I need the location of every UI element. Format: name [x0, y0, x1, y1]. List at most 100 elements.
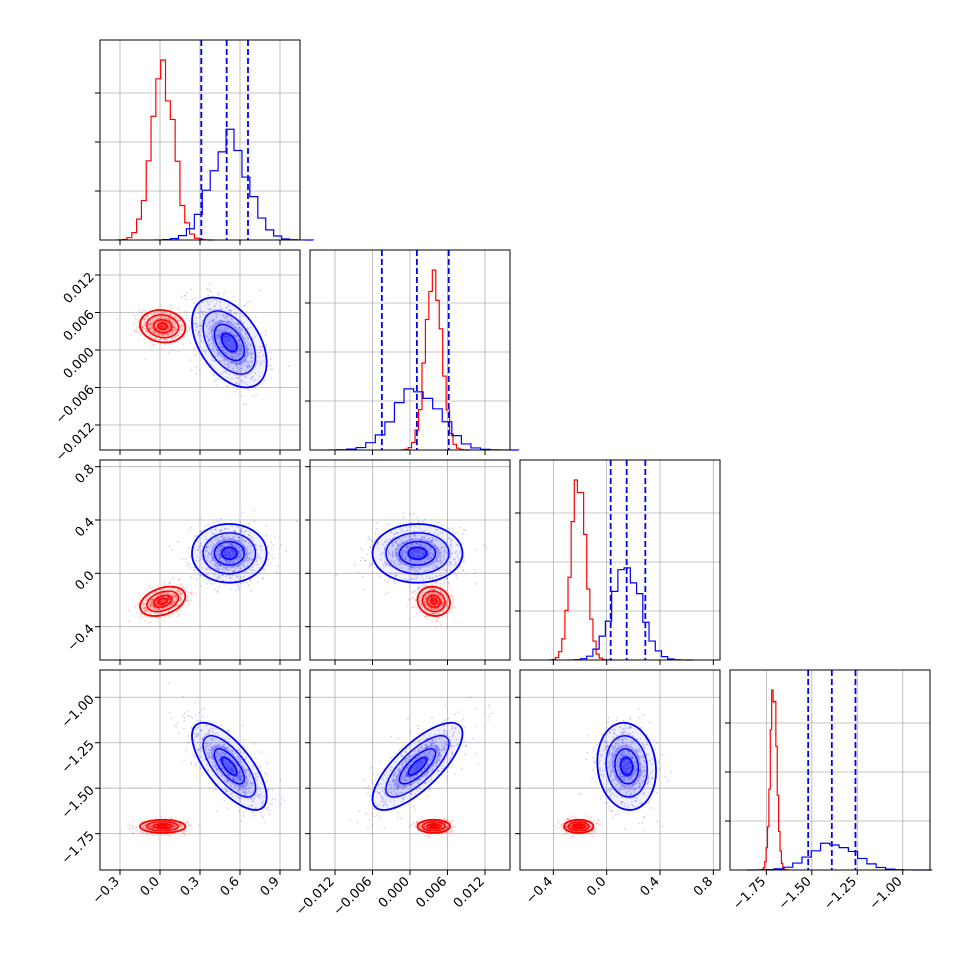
scatter-point	[237, 558, 240, 561]
scatter-point	[420, 603, 423, 606]
scatter-point	[231, 361, 233, 363]
scatter-point	[426, 604, 429, 607]
scatter-point	[211, 549, 214, 552]
scatter-point	[170, 594, 173, 597]
scatter-point	[219, 564, 222, 567]
scatter-point	[435, 593, 438, 596]
scatter-point	[138, 592, 141, 595]
scatter-point	[457, 531, 460, 534]
scatter-point	[180, 586, 183, 589]
scatter-point	[245, 559, 248, 561]
scatter-point	[245, 364, 248, 367]
scatter-point	[162, 596, 165, 598]
scatter-point	[184, 314, 187, 317]
scatter-point	[441, 603, 443, 606]
scatter-point	[168, 580, 171, 583]
scatter-point	[149, 605, 152, 608]
scatter-point	[185, 291, 188, 294]
scatter-point	[194, 593, 197, 596]
scatter-point	[159, 600, 162, 603]
scatter-point	[238, 536, 241, 539]
scatter-point	[155, 327, 158, 330]
scatter-point	[213, 339, 215, 342]
scatter-point	[231, 320, 234, 322]
scatter-point	[228, 373, 231, 376]
scatter-point	[219, 540, 222, 543]
scatter-point	[433, 588, 435, 591]
scatter-point	[198, 331, 200, 334]
scatter-point	[168, 587, 170, 590]
scatter-point	[173, 595, 176, 598]
scatter-point	[233, 530, 236, 533]
scatter-point	[235, 382, 238, 384]
scatter-point	[250, 352, 253, 355]
scatter-point	[454, 532, 457, 535]
scatter-point	[163, 326, 166, 329]
scatter-point	[141, 601, 144, 604]
scatter-point	[207, 552, 210, 555]
scatter-point	[288, 365, 291, 368]
scatter-point	[229, 560, 231, 563]
scatter-point	[423, 583, 426, 586]
scatter-point	[433, 601, 435, 603]
scatter-point	[149, 327, 151, 330]
scatter-point	[188, 599, 190, 602]
scatter-point	[245, 332, 247, 335]
scatter-point	[234, 344, 237, 347]
scatter-point	[178, 599, 181, 602]
scatter-point	[156, 604, 159, 607]
scatter-point	[180, 325, 182, 328]
scatter-point	[171, 577, 174, 580]
scatter-point	[137, 327, 140, 330]
scatter-point	[151, 330, 154, 333]
scatter-point	[232, 565, 235, 568]
scatter-point	[172, 599, 175, 602]
scatter-point	[204, 535, 207, 538]
scatter-point	[236, 335, 239, 337]
scatter-point	[238, 361, 241, 364]
scatter-point	[175, 599, 177, 602]
scatter-point	[229, 354, 232, 357]
scatter-point	[414, 603, 417, 606]
scatter-point	[241, 328, 244, 331]
scatter-point	[212, 329, 215, 332]
scatter-point	[161, 334, 164, 336]
scatter-point	[173, 606, 176, 608]
scatter-point	[230, 361, 233, 364]
scatter-point	[230, 312, 233, 315]
scatter-point	[169, 319, 172, 322]
scatter-point	[211, 347, 214, 350]
scatter-point	[182, 604, 185, 606]
scatter-point	[132, 314, 135, 316]
scatter-point	[232, 550, 234, 552]
scatter-point	[241, 549, 244, 552]
scatter-point	[220, 546, 222, 549]
scatter-point	[176, 334, 179, 337]
scatter-point	[208, 553, 210, 556]
scatter-point	[158, 607, 161, 610]
scatter-point	[246, 572, 249, 575]
density-level	[191, 297, 267, 388]
scatter-point	[238, 340, 241, 342]
scatter-point	[265, 330, 267, 333]
scatter-point	[239, 530, 242, 533]
scatter-point	[251, 559, 253, 562]
scatter-point	[225, 342, 228, 344]
scatter-point	[181, 606, 184, 608]
scatter-point	[215, 322, 218, 325]
scatter-point	[236, 363, 239, 366]
scatter-point	[210, 554, 213, 557]
scatter-point	[168, 319, 171, 322]
scatter-point	[224, 554, 227, 557]
scatter-point	[150, 599, 152, 601]
scatter-point	[160, 311, 163, 314]
scatter-point	[235, 557, 238, 560]
scatter-point	[220, 320, 223, 323]
scatter-point	[168, 597, 171, 600]
scatter-point	[178, 308, 181, 311]
scatter-point	[140, 604, 143, 607]
scatter-point	[239, 521, 242, 523]
scatter-point	[431, 612, 434, 615]
scatter-point	[143, 321, 145, 323]
